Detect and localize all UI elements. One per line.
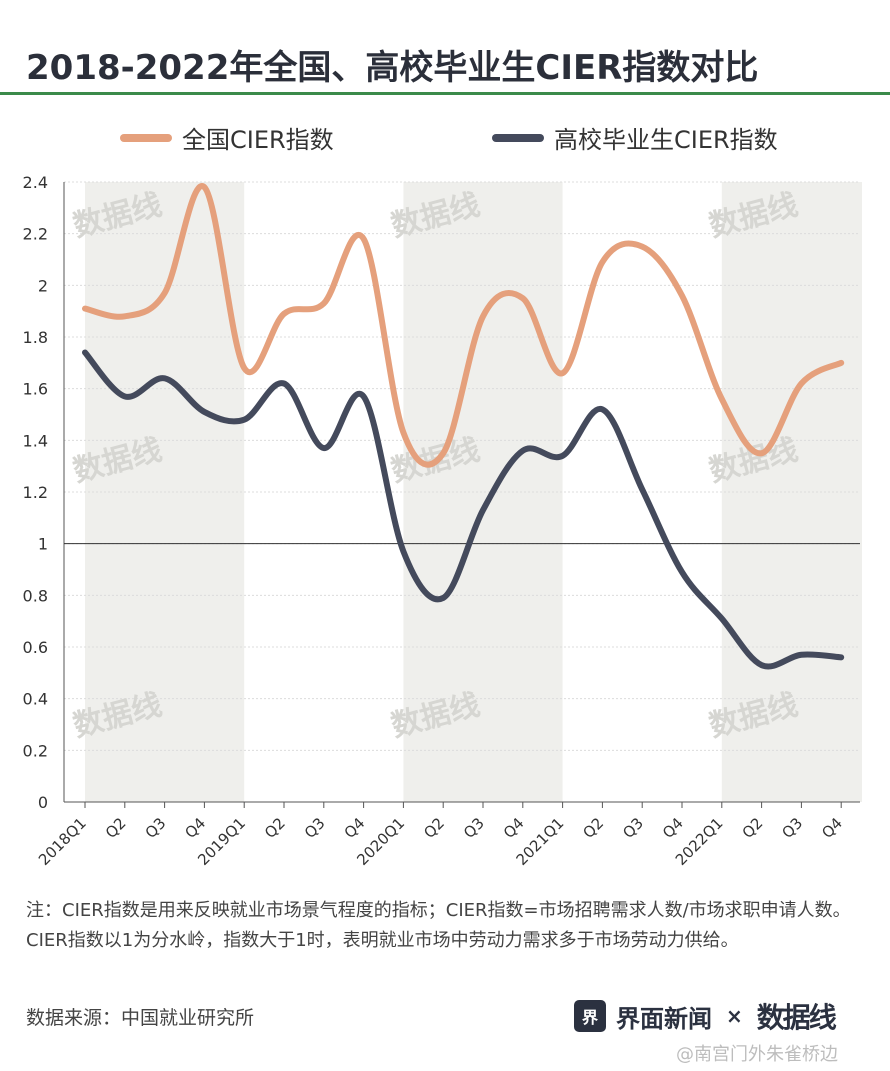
x-tick-label: Q3 (778, 814, 806, 842)
weibo-credit: @南宫门外朱雀桥边 (676, 1044, 838, 1065)
series-line-graduate (82, 349, 845, 670)
jiemian-brand-name: 界面新闻 (616, 1004, 712, 1033)
legend-swatch-graduate (492, 133, 544, 142)
jiemian-logo-icon: 界 (574, 1000, 606, 1032)
legend-label-national: 全国CIER指数 (182, 126, 334, 154)
footnote: 注：CIER指数是用来反映就业市场景气程度的指标；CIER指数=市场招聘需求人数… (26, 900, 851, 951)
brand-separator: × (726, 1004, 743, 1028)
y-tick-label: 0.6 (23, 638, 48, 657)
legend-item-graduate: 高校毕业生CIER指数 (492, 120, 778, 155)
x-tick-label: Q2 (579, 814, 607, 842)
x-tick-label: Q4 (500, 814, 528, 842)
y-tick-label: 0.4 (23, 690, 48, 709)
x-tick-label: Q2 (261, 814, 289, 842)
jiemian-logo-glyph: 界 (581, 1008, 598, 1027)
x-tick-label: Q3 (301, 814, 329, 842)
y-tick-label: 2.2 (23, 225, 48, 244)
datawire-logo: 数据线 (756, 1001, 837, 1034)
x-tick-label: Q2 (420, 814, 448, 842)
y-tick-label: 0.2 (23, 741, 48, 760)
legend-item-national: 全国CIER指数 (120, 120, 334, 155)
chart-title: 2018-2022年全国、高校毕业生CIER指数对比 (26, 48, 759, 88)
brand-logos: 界 界面新闻 × 数据线 (574, 996, 837, 1036)
legend-swatch-national (120, 133, 172, 142)
series-line-national (82, 183, 845, 468)
line-chart: 0 0.2 0.4 0.6 0.8 1 1.2 1.4 1.6 1.8 2 2.2 2.4 2018Q1 Q… (23, 173, 862, 869)
legend: 全国CIER指数 高校毕业生CIER指数 (0, 120, 890, 156)
y-tick-label: 1.8 (23, 328, 48, 347)
y-tick-label: 2 (38, 276, 48, 295)
y-tick-label: 0 (38, 793, 48, 812)
x-tick-label: Q2 (739, 814, 767, 842)
y-tick-label: 0.8 (23, 586, 48, 605)
y-tick-label: 1.6 (23, 380, 48, 399)
x-tick-label: Q2 (102, 814, 130, 842)
x-tick-label: Q3 (460, 814, 488, 842)
x-tick-label: Q4 (181, 814, 209, 842)
x-tick-label: 2018Q1 (35, 814, 90, 869)
y-tick-label: 2.4 (23, 173, 48, 192)
data-source: 数据来源：中国就业研究所 (26, 1007, 255, 1029)
x-tick-label: Q3 (142, 814, 170, 842)
x-tick-label: Q4 (818, 814, 846, 842)
y-tick-label: 1.2 (23, 483, 48, 502)
y-tick-label: 1.4 (23, 431, 48, 450)
x-tick-label: Q4 (659, 814, 687, 842)
y-tick-label: 1 (38, 535, 48, 554)
x-tick-label: Q3 (619, 814, 647, 842)
title-rule (0, 92, 890, 95)
legend-label-graduate: 高校毕业生CIER指数 (554, 126, 778, 154)
x-tick-label: Q4 (341, 814, 369, 842)
